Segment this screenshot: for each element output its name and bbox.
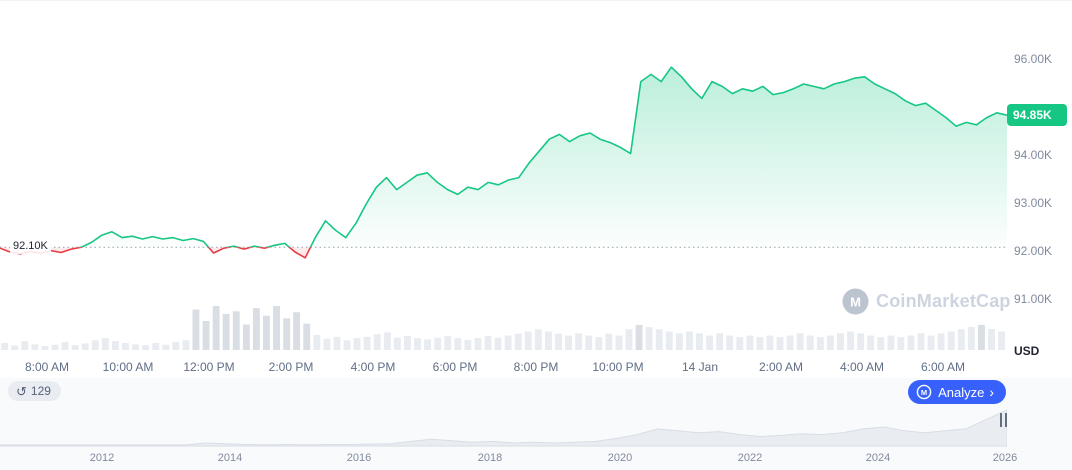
time-axis: 8:00 AM 10:00 AM 12:00 PM 2:00 PM 4:00 PM 6:0…	[0, 360, 1007, 378]
navigator-svg	[0, 409, 1007, 447]
history-count: 129	[30, 384, 51, 398]
price-line-up	[77, 66, 1007, 248]
price-tick-label: 91.00K	[1014, 292, 1053, 306]
time-tick-label: 4:00 PM	[350, 360, 396, 374]
range-navigator[interactable]	[0, 405, 1007, 447]
price-chart-plot[interactable]: 92.10K M CoinMarketCap	[0, 1, 1010, 353]
coinmarketcap-logo-icon: M	[842, 288, 869, 315]
time-tick-label: 6:00 PM	[432, 360, 478, 374]
history-icon: ↺	[16, 383, 27, 399]
time-tick-label: 10:00 PM	[592, 360, 644, 374]
time-tick-label: 2:00 PM	[268, 360, 314, 374]
year-axis: 2012 2014 2016 2018 2020 2022 2024 2026	[0, 452, 1017, 468]
time-tick-label: 8:00 AM	[24, 360, 70, 374]
year-tick-label: 2024	[865, 452, 891, 464]
current-price-badge: 94.85K	[1007, 104, 1067, 127]
analyze-label: Analyze	[938, 384, 985, 400]
time-tick-label: 12:00 PM	[183, 360, 235, 374]
time-tick-label: 10:00 AM	[102, 360, 154, 374]
svg-text:M: M	[921, 388, 927, 397]
year-tick-label: 2026	[992, 452, 1018, 464]
time-tick-label: 14 Jan	[681, 360, 719, 374]
watermark: M CoinMarketCap	[842, 288, 1011, 315]
price-tick-label: 96.00K	[1014, 52, 1053, 66]
analyze-button[interactable]: M Analyze ›	[908, 380, 1006, 404]
time-tick-label: 6:00 AM	[920, 360, 966, 374]
time-tick-label: 2:00 AM	[758, 360, 804, 374]
year-tick-label: 2014	[217, 452, 243, 464]
volume-bars	[1, 306, 1005, 350]
year-tick-label: 2012	[89, 452, 115, 464]
watermark-label: CoinMarketCap	[876, 291, 1011, 311]
year-tick-label: 2020	[607, 452, 633, 464]
price-area-above	[81, 67, 1007, 248]
time-tick-label: 4:00 AM	[839, 360, 885, 374]
analyze-logo-icon: M	[916, 384, 932, 400]
svg-text:M: M	[850, 295, 861, 310]
price-tick-label: 92.00K	[1014, 244, 1053, 258]
history-badge[interactable]: ↺ 129	[8, 381, 61, 401]
bottom-band	[0, 378, 1072, 470]
reference-price-label: 92.10K	[10, 239, 51, 255]
year-tick-label: 2018	[477, 452, 503, 464]
price-tick-label: 94.00K	[1014, 148, 1053, 162]
price-axis: USD 94.85K 96.00K 94.00K 93.00K 92.00K 91.00…	[1007, 1, 1072, 359]
axis-unit-label: USD	[1014, 344, 1040, 358]
chevron-right-icon: ›	[989, 384, 994, 400]
time-tick-label: 8:00 PM	[513, 360, 559, 374]
navigator-handle[interactable]	[996, 410, 1010, 430]
year-tick-label: 2016	[346, 452, 372, 464]
price-tick-label: 93.00K	[1014, 196, 1053, 210]
year-tick-label: 2022	[737, 452, 763, 464]
price-chart-svg	[0, 66, 1007, 350]
navigator-area	[0, 409, 1007, 447]
